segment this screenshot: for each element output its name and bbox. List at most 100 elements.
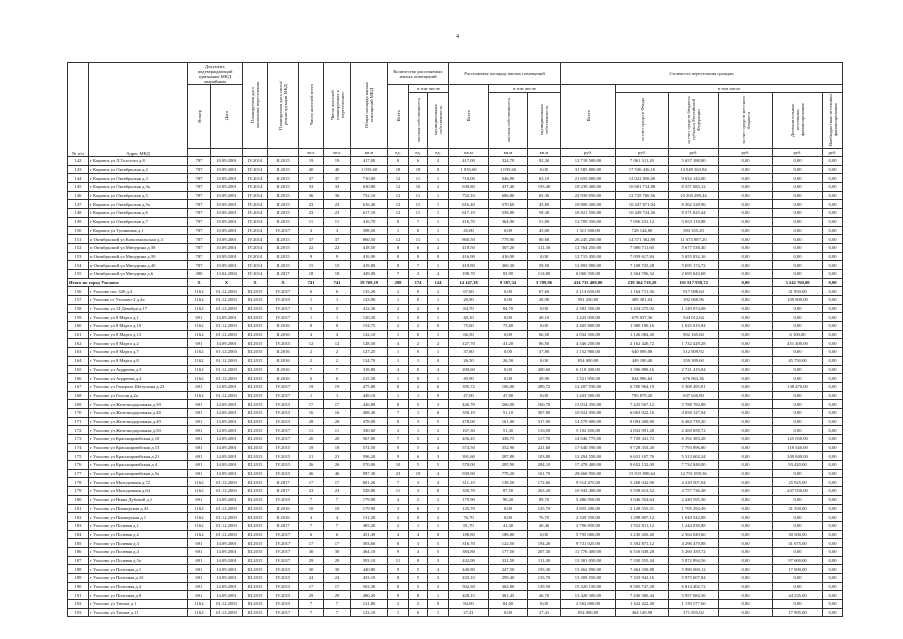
table-cell: 12 751 059,36 (668, 468, 720, 479)
table-cell: 1 552 811,12 (615, 520, 670, 531)
table-cell: 0,00 (488, 512, 529, 522)
table-cell: 12 207 930,00 (560, 381, 617, 392)
table-cell: 0,00 (822, 156, 844, 166)
table-cell: 8 (387, 260, 410, 270)
table-cell: 14 049 363,84 (668, 164, 720, 175)
table-cell: IV.2015 (267, 442, 300, 453)
table-cell: 0 (408, 312, 429, 323)
table-cell: 17 (323, 581, 352, 592)
table-cell: II.2016 (267, 355, 300, 366)
table-cell: 0,00 (718, 347, 774, 357)
table-cell: 11 (298, 216, 325, 227)
table-cell: 188 (67, 564, 89, 574)
table-cell: 10.09.2001 (209, 208, 244, 218)
table-cell: III.2015 (242, 512, 269, 522)
table-cell: 10 437 871,04 (615, 199, 670, 210)
table-cell: 311,10 (448, 477, 490, 488)
table-row: 169 г Ухолово ул Железнодорожная д.39 691 1… (67, 399, 844, 409)
table-cell: 3 (427, 555, 450, 566)
table-cell: 2 796 850,00 (560, 520, 617, 531)
table-row: 179 г Ухолово ул Молодежная д.64 1162 01.12… (67, 486, 844, 496)
table-cell: 5 789,96 (527, 277, 562, 288)
table-cell: 10.09.2001 (209, 216, 244, 227)
header-num: № п/п (67, 62, 89, 157)
table-cell: г Ухолово пос 320 д.3 (88, 286, 188, 296)
table-cell: 464,10 (350, 546, 389, 557)
table-cell: 2 (298, 355, 325, 366)
table-cell: 5 (408, 434, 429, 444)
table-cell: г Ухолово ул Нины Дубовой д.1 (88, 494, 188, 505)
table-cell: II.2017 (267, 268, 300, 279)
table-cell: 10 681 714,88 (615, 182, 670, 192)
table-cell: г Ухолово ул Красноармейская д.4 (88, 460, 188, 470)
table-cell: 190 (67, 581, 89, 592)
table-cell: 193 (67, 607, 89, 618)
table-cell: 2 128 555,51 (615, 503, 670, 514)
table-cell: 0,00 (772, 164, 824, 175)
table-cell: 8 (387, 216, 410, 227)
table-cell: 0,00 (527, 321, 562, 331)
table-cell: 9 728 353,20 (615, 442, 670, 453)
table-cell: г Ухолово ул 8 Марта д.1 (88, 312, 188, 323)
table-cell: г Ухолово ул Пионерская д.43 (88, 503, 188, 514)
table-cell: г Кировск ул Л.Толстого д.8 (88, 156, 188, 166)
table-cell: 66,50 (527, 329, 562, 340)
table-cell: 51,80 (527, 216, 562, 227)
table-cell: X (209, 277, 244, 288)
table-cell: 779,90 (488, 234, 529, 244)
table-cell: IV.2015 (267, 573, 300, 583)
header-region-budget: за счет средств бюджета субъекта Российс… (668, 92, 720, 149)
table-cell: 0,00 (822, 590, 844, 601)
table-cell: 6 (427, 381, 450, 392)
table-cell: 2 (427, 425, 450, 435)
table-cell: 617,10 (448, 208, 490, 218)
table-cell: 5 102 650,00 (560, 425, 617, 435)
table-cell: 176 (67, 460, 89, 470)
table-cell: 395,72 (448, 381, 490, 392)
table-cell: 5 677 538,40 (668, 242, 720, 253)
table-cell: 593,10 (350, 555, 389, 566)
table-cell: 287,80 (488, 451, 529, 462)
table-row: 145 г Кировск ул Октябрьская д.3а 787 10.09… (67, 182, 844, 192)
table-cell: 103,80 (527, 451, 562, 462)
table-cell: 0,00 (772, 599, 824, 609)
table-cell: 11 (408, 190, 429, 201)
header-total-area: Общая площадь жилых помещений МКД (350, 62, 389, 149)
table-cell: 1 (427, 295, 450, 305)
table-cell: г Кировск ул Октябрьская д.3 (88, 173, 188, 184)
table-cell: 125,70 (527, 503, 562, 514)
table-cell: III.2015 (242, 329, 269, 340)
table-cell: 01.12.2003 (209, 486, 244, 496)
table-cell: 13.04.2004 (209, 268, 244, 279)
table-cell: 0,00 (718, 555, 774, 566)
table-row: 147 г Кировск ул Октябрьская д.5а 787 10.09… (67, 199, 844, 210)
table-cell: 0,00 (772, 173, 824, 184)
table-cell: 90,20 (488, 494, 529, 505)
table-cell: 18 (408, 164, 429, 175)
table-cell: 0,00 (718, 373, 774, 383)
table-cell: 12 735 760,56 (615, 190, 670, 201)
table-cell: 778,20 (488, 468, 529, 479)
table-cell: 12 715 450,00 (560, 251, 617, 262)
table-cell: 46 (298, 468, 325, 479)
table-cell: 0,00 (772, 199, 824, 210)
table-cell: 1 311 500,00 (560, 225, 617, 236)
table-cell: 5 (427, 416, 450, 427)
table-cell: 691 (187, 399, 211, 409)
table-cell: 111,30 (527, 242, 562, 253)
table-cell: 10 449 724,56 (615, 208, 670, 218)
table-cell: 17 995,00 (772, 607, 824, 618)
table-cell: 15 (323, 260, 352, 270)
table-cell: 464 149,98 (615, 607, 670, 618)
table-cell: III.2015 (242, 599, 269, 609)
table-cell: 22 (323, 242, 352, 253)
table-cell: 0 (408, 503, 429, 514)
table-cell: 9 (387, 590, 410, 601)
table-cell: 0,00 (772, 407, 824, 418)
table-cell: 0,00 (527, 164, 562, 175)
table-cell: 5 (427, 538, 450, 548)
table-cell: 5 655 832,16 (668, 251, 720, 262)
table-cell: 13 462 090,00 (560, 564, 617, 574)
table-cell: 616,40 (350, 199, 389, 210)
table-cell: 9 (387, 564, 410, 574)
